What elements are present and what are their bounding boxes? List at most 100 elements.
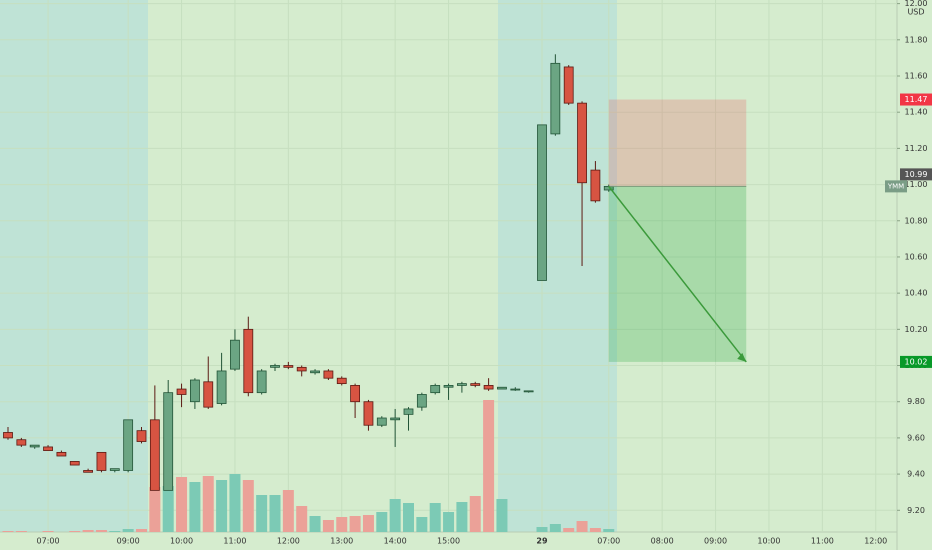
candle-body xyxy=(563,66,574,104)
volume-bar xyxy=(589,528,601,532)
x-tick-label: 10:00 xyxy=(170,537,193,546)
volume-bar xyxy=(109,531,121,532)
y-tick-label: 10.20 xyxy=(905,325,928,334)
x-tick-label: 07:00 xyxy=(37,537,60,546)
volume-bar xyxy=(122,529,134,532)
volume-bar xyxy=(15,531,27,532)
y-tick-label: 9.60 xyxy=(907,433,925,442)
x-tick-label: 09:00 xyxy=(117,537,140,546)
marks xyxy=(2,54,615,532)
currency-label: USD xyxy=(907,8,924,17)
candle-body xyxy=(577,102,587,184)
x-tick-label: 14:00 xyxy=(384,537,407,546)
candle-body xyxy=(296,366,307,372)
x-tick-label: 12:00 xyxy=(277,537,300,546)
candle-body xyxy=(43,446,53,451)
candle-body xyxy=(109,468,120,471)
y-tick-label: 10.60 xyxy=(905,252,928,261)
candle-body xyxy=(363,401,374,426)
candle-body xyxy=(376,417,387,426)
price-badge xyxy=(900,355,932,368)
volume-bar xyxy=(176,477,188,532)
overlay xyxy=(608,99,747,363)
volume-bar xyxy=(256,495,268,532)
x-tick-label: 08:00 xyxy=(651,537,674,546)
candle-body xyxy=(470,383,481,386)
volume-bar xyxy=(483,400,495,532)
volume-bar xyxy=(389,499,401,532)
volume-bar xyxy=(189,482,201,532)
volume-bar xyxy=(202,476,214,532)
volume-bar xyxy=(349,516,361,532)
candle-body xyxy=(497,386,507,390)
volume-bar xyxy=(416,517,428,532)
candle-body xyxy=(537,124,547,281)
x-tick-label: 10:00 xyxy=(757,537,780,546)
y-tick-label: 11.80 xyxy=(905,35,928,44)
volume-bar xyxy=(429,503,441,532)
price-badge xyxy=(900,168,932,181)
volume-bar xyxy=(296,506,308,532)
candle-body xyxy=(256,370,267,394)
candle-body xyxy=(3,432,13,439)
volume-bar xyxy=(2,531,14,532)
y-tick-label: 11.40 xyxy=(905,108,928,117)
price-badge-label: 10.99 xyxy=(905,170,928,179)
volume-bar xyxy=(149,487,161,532)
y-tick-label: 12.00 xyxy=(905,0,928,8)
volume-bar xyxy=(322,520,334,532)
volume-bar xyxy=(269,495,281,532)
candle-body xyxy=(430,385,441,394)
x-tick-label: 12:00 xyxy=(864,537,887,546)
y-tick-label: 11.00 xyxy=(905,180,928,189)
x-tick-label: 11:00 xyxy=(811,537,834,546)
candle-body xyxy=(456,383,467,386)
volume-bar xyxy=(336,517,348,532)
candle-body xyxy=(550,62,561,135)
y-tick-label: 11.20 xyxy=(905,144,928,153)
volume-bar xyxy=(563,528,575,532)
candle-body xyxy=(416,394,427,408)
volume-bar xyxy=(82,530,94,532)
candle-body xyxy=(523,390,534,393)
candle-body xyxy=(163,392,174,491)
candle-body xyxy=(56,451,67,457)
volume-bar xyxy=(603,529,615,532)
volume-bar xyxy=(69,531,81,532)
candle-body xyxy=(230,339,240,370)
y-tick-label: 11.60 xyxy=(905,72,928,81)
candle-body xyxy=(69,461,80,466)
volume-bar xyxy=(216,480,228,532)
x-tick-label: 07:00 xyxy=(597,537,620,546)
volume-bar xyxy=(362,515,374,532)
candle-body xyxy=(83,470,93,473)
volume-bar xyxy=(576,521,588,532)
symbol-label: YMM xyxy=(887,182,904,190)
candle-body xyxy=(243,328,254,394)
x-tick-label: 29 xyxy=(536,537,548,546)
y-tick-label: 9.80 xyxy=(907,397,925,406)
volume-bar xyxy=(403,503,414,532)
volume-bar xyxy=(136,529,147,532)
candle-body xyxy=(283,365,294,368)
y-tick-label: 9.40 xyxy=(907,470,925,479)
candle-body xyxy=(136,430,147,442)
candle-body xyxy=(323,370,334,379)
price-badge-label: 11.47 xyxy=(905,95,928,104)
x-tick-label: 13:00 xyxy=(330,537,353,546)
candle-body xyxy=(590,169,601,202)
volume-bar xyxy=(376,512,388,532)
candle-body xyxy=(123,419,134,471)
volume-bar xyxy=(443,512,455,532)
candle-body xyxy=(390,417,401,421)
candle-body xyxy=(310,370,320,374)
candle-body xyxy=(403,408,414,415)
volume-bar xyxy=(95,530,107,532)
x-tick-label: 15:00 xyxy=(437,537,460,546)
stop-zone xyxy=(608,99,747,187)
volume-bar xyxy=(469,496,481,532)
candle-body xyxy=(216,370,227,404)
price-badge xyxy=(900,93,932,106)
candle-body xyxy=(336,377,347,385)
